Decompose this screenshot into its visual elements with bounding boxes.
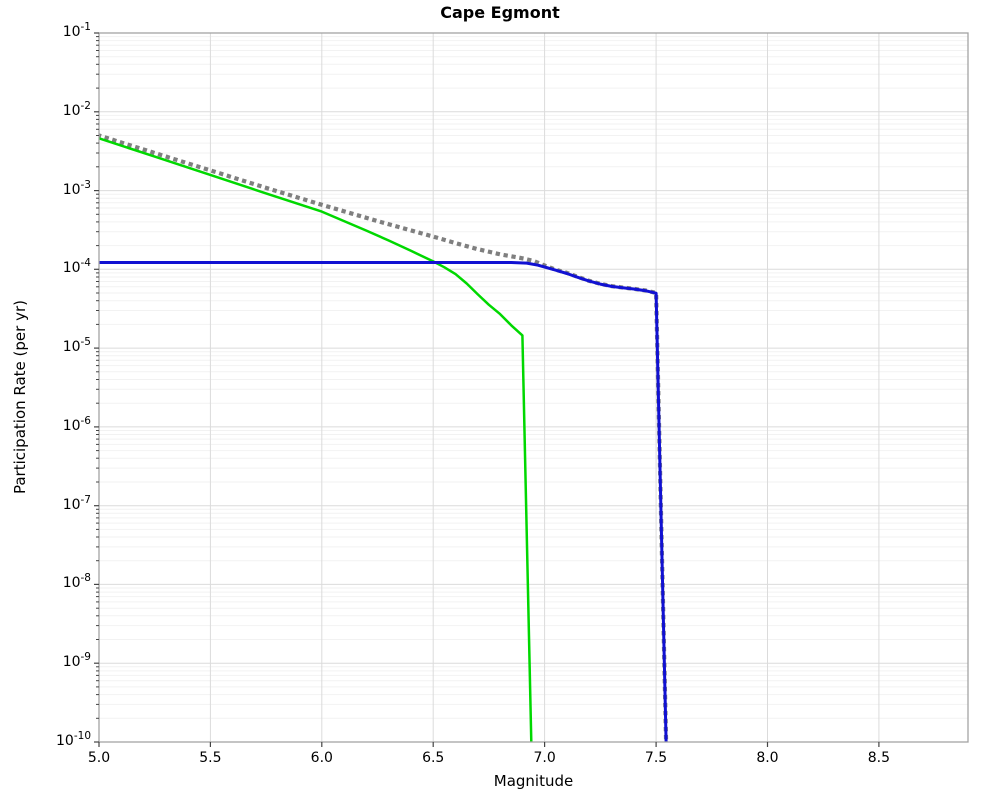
y-tick-label: 10-7 [62, 493, 91, 513]
y-tick-label: 10-10 [56, 730, 91, 749]
y-tick-label: 10-1 [62, 21, 91, 40]
y-tick-label: 10-3 [62, 178, 91, 198]
plot-frame [98, 32, 969, 743]
y-tick-label: 10-9 [62, 651, 91, 671]
series-characteristic-rate-solid-blue [99, 261, 668, 742]
x-tick-label: 6.5 [422, 750, 445, 766]
y-tick-label: 10-4 [62, 257, 91, 277]
x-tick-label: 5.0 [87, 750, 111, 766]
x-tick-label: 7.0 [533, 750, 556, 766]
x-tick-label: 8.5 [867, 750, 890, 766]
series-incremental-rate-solid-green [99, 137, 533, 742]
x-axis-label: Magnitude [493, 772, 574, 790]
y-tick-label: 10-2 [62, 99, 91, 119]
x-tick-label: 6.0 [310, 750, 333, 766]
y-tick-label: 10-8 [62, 572, 91, 592]
series-total-rate-dotted-gray [99, 133, 669, 742]
x-tick-label: 5.5 [199, 750, 222, 766]
x-tick-label: 8.0 [756, 750, 779, 766]
y-tick-label: 10-6 [62, 414, 91, 434]
chart-title: Cape Egmont [440, 3, 560, 22]
x-tick-label: 7.5 [644, 750, 668, 766]
y-axis-label: Participation Rate (per yr) [11, 300, 29, 495]
y-tick-label: 10-5 [62, 336, 91, 356]
